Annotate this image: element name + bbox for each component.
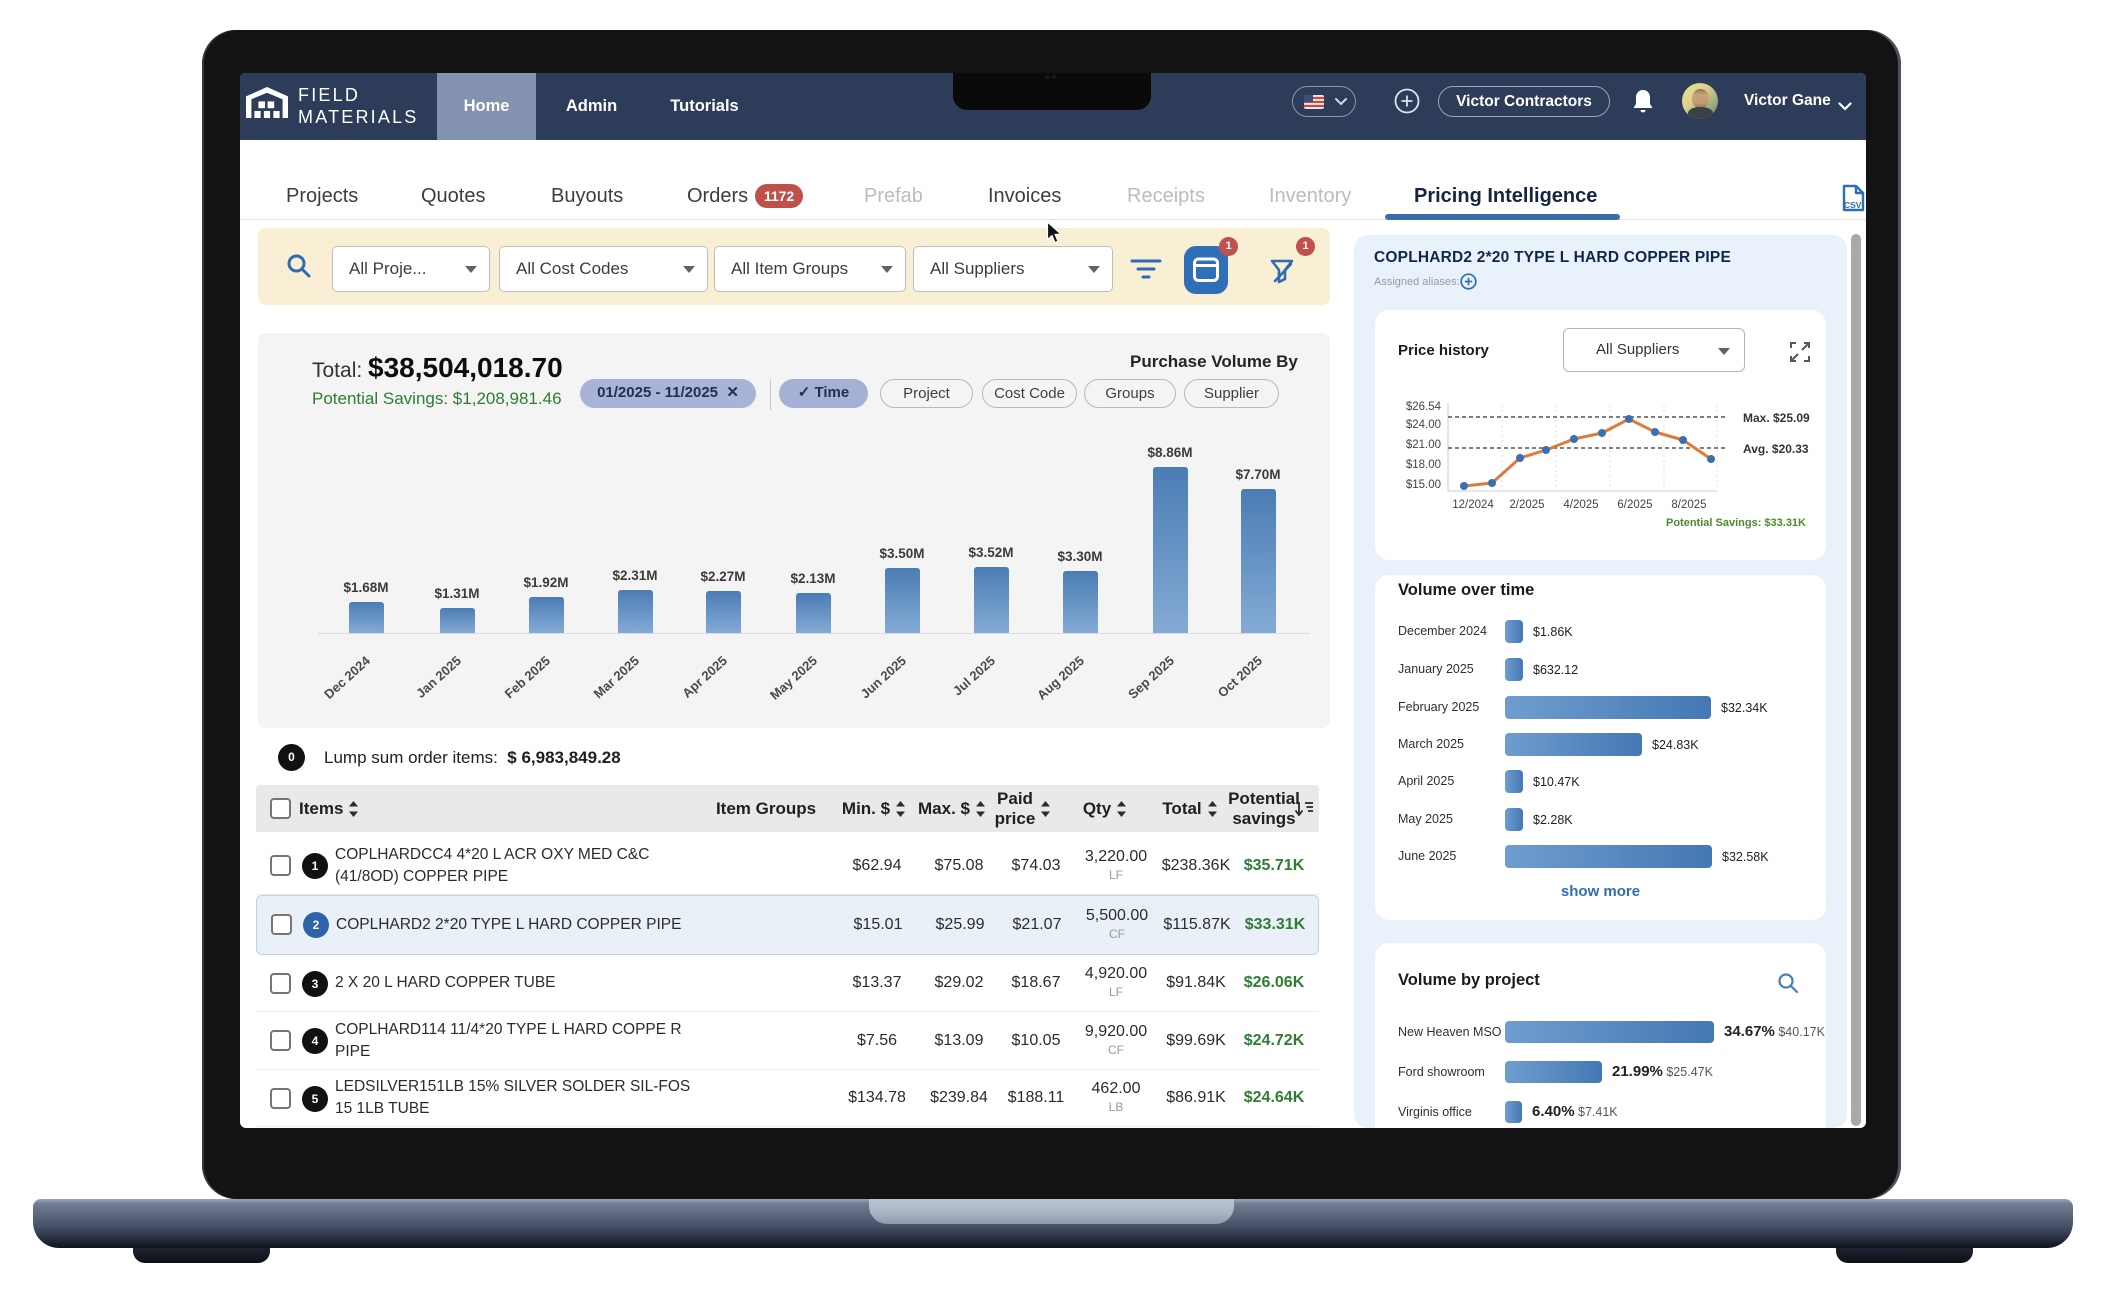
svg-text:$26.54: $26.54 — [1406, 401, 1442, 413]
svg-text:8/2025: 8/2025 — [1671, 499, 1706, 511]
svg-text:$24.00: $24.00 — [1406, 419, 1441, 431]
svg-text:12/2024: 12/2024 — [1452, 499, 1494, 511]
svg-text:$15.00: $15.00 — [1406, 479, 1441, 491]
svg-text:$21.00: $21.00 — [1406, 439, 1441, 451]
svg-text:4/2025: 4/2025 — [1563, 499, 1598, 511]
svg-text:$18.00: $18.00 — [1406, 459, 1441, 471]
svg-text:2/2025: 2/2025 — [1509, 499, 1544, 511]
svg-text:CSV: CSV — [1844, 200, 1862, 210]
svg-text:Avg. $20.33: Avg. $20.33 — [1743, 442, 1809, 456]
svg-text:6/2025: 6/2025 — [1617, 499, 1652, 511]
svg-text:Max. $25.09: Max. $25.09 — [1743, 411, 1810, 425]
